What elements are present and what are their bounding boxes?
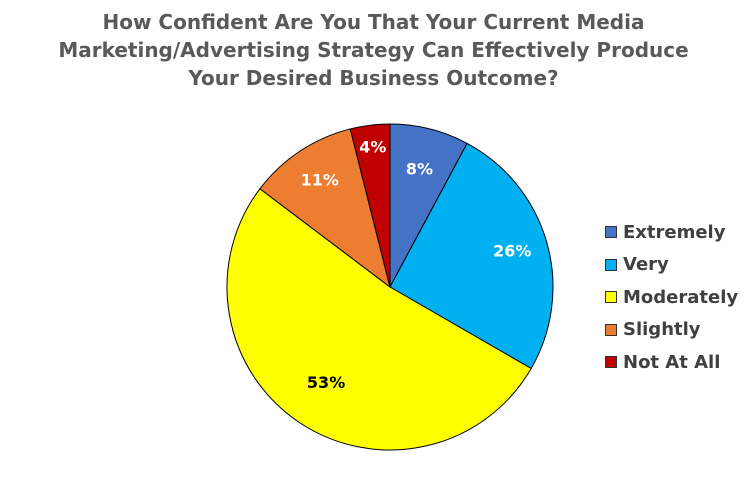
pie-slice-moderately <box>226 188 532 451</box>
legend-item-moderately: Moderately <box>605 281 738 314</box>
legend-item-slightly: Slightly <box>605 314 738 347</box>
legend-label: Moderately <box>623 286 739 308</box>
chart-title: How Confident Are You That Your Current … <box>58 10 689 90</box>
legend-swatch <box>605 356 617 369</box>
legend-swatch <box>605 258 617 271</box>
slice-label-slightly: 11% <box>301 171 339 190</box>
pie-slice-not-at-all <box>349 123 391 288</box>
slice-label-extremely: 8% <box>406 160 433 179</box>
legend-swatch <box>605 291 617 304</box>
chart-legend: Extremely Very Moderately Slightly Not At Al… <box>605 216 738 379</box>
legend-label: Not At All <box>623 351 721 373</box>
legend-item-extremely: Extremely <box>605 216 738 249</box>
slice-label-not-at-all: 4% <box>359 137 386 156</box>
legend-label: Very <box>623 254 669 276</box>
pie-slice-slightly <box>259 128 391 289</box>
legend-swatch <box>605 323 617 336</box>
slice-label-moderately: 53% <box>307 373 345 392</box>
legend-label: Slightly <box>623 319 701 341</box>
legend-swatch <box>605 226 617 239</box>
slice-label-very: 26% <box>493 242 531 261</box>
pie-slice-very <box>389 142 554 370</box>
legend-label: Extremely <box>623 221 726 243</box>
legend-item-very: Very <box>605 249 738 282</box>
legend-item-not-at-all: Not At All <box>605 346 738 379</box>
